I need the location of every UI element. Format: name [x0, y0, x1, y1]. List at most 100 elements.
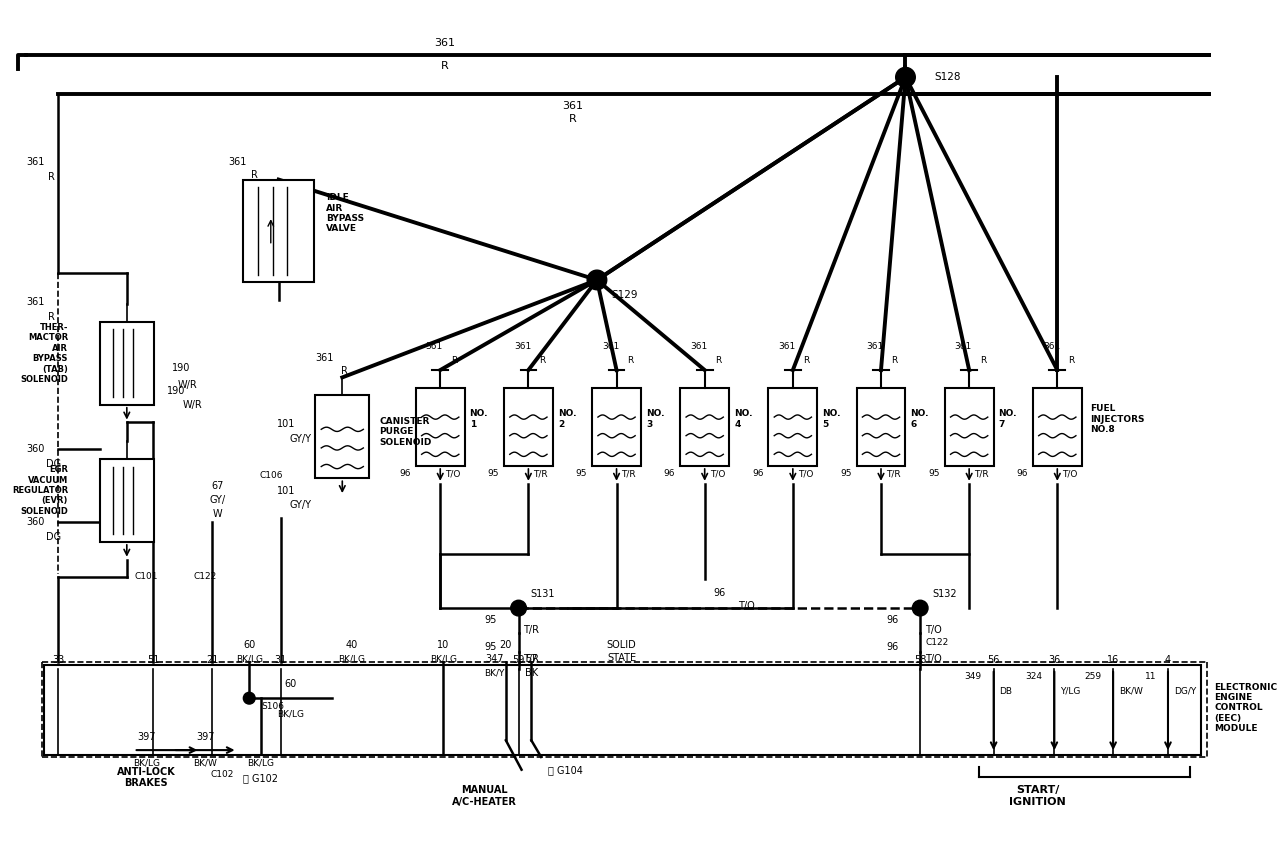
Text: ANTI-LOCK
BRAKES: ANTI-LOCK BRAKES [117, 767, 176, 788]
Text: FUEL
INJECTORS
NO.8: FUEL INJECTORS NO.8 [1089, 404, 1145, 434]
Text: 56: 56 [988, 655, 999, 665]
Text: ⏚ G104: ⏚ G104 [548, 765, 583, 775]
Bar [100, 322, 154, 405]
Text: STATE: STATE [607, 653, 637, 663]
Text: BK/LG: BK/LG [247, 759, 274, 767]
Text: R: R [539, 356, 545, 365]
Bar [1033, 387, 1082, 466]
Bar [945, 387, 994, 466]
Text: C122: C122 [925, 638, 948, 647]
Text: C102: C102 [210, 770, 234, 779]
Text: 60: 60 [243, 640, 256, 650]
Bar [680, 387, 729, 466]
Text: IDLE
AIR
BYPASS
VALVE: IDLE AIR BYPASS VALVE [325, 194, 364, 233]
Circle shape [511, 600, 526, 616]
Text: 95: 95 [928, 469, 940, 478]
Circle shape [588, 270, 607, 290]
Text: 96: 96 [400, 469, 410, 478]
Text: W: W [213, 509, 222, 519]
Text: SOLID: SOLID [607, 640, 637, 650]
Text: 349: 349 [964, 672, 983, 681]
Text: R: R [441, 61, 449, 72]
Text: BK/Y: BK/Y [484, 669, 504, 677]
Text: 361: 361 [867, 342, 883, 351]
Text: DG: DG [46, 531, 60, 541]
Bar [415, 387, 464, 466]
Text: S132: S132 [932, 589, 957, 600]
Text: R: R [451, 356, 457, 365]
Text: 361: 361 [229, 157, 247, 168]
Text: BK/LG: BK/LG [430, 654, 457, 663]
Text: R: R [804, 356, 810, 365]
Text: NO.
3: NO. 3 [646, 409, 665, 429]
Text: 57: 57 [525, 654, 538, 664]
Text: R: R [568, 115, 576, 125]
Bar [768, 387, 818, 466]
Text: 95: 95 [840, 469, 851, 478]
Text: T/R: T/R [523, 625, 540, 635]
Text: DG: DG [46, 459, 60, 469]
Bar [44, 665, 1201, 755]
Text: 16: 16 [1107, 655, 1119, 665]
Bar [100, 459, 154, 542]
Text: BK/W: BK/W [193, 759, 217, 767]
Text: T/R: T/R [534, 469, 548, 478]
Text: EGR
VACUUM
REGULATOR
(EVR)
SOLENOID: EGR VACUUM REGULATOR (EVR) SOLENOID [12, 466, 68, 516]
Text: 10: 10 [437, 640, 449, 650]
Text: 4: 4 [1165, 655, 1172, 665]
Circle shape [895, 67, 916, 87]
Text: 360: 360 [27, 517, 45, 527]
Text: GY/Y: GY/Y [289, 500, 311, 510]
Text: 96: 96 [886, 615, 899, 625]
Text: T/O: T/O [738, 601, 755, 611]
Text: 259: 259 [1084, 672, 1101, 681]
Text: Y/LG: Y/LG [1060, 687, 1080, 695]
Text: 397: 397 [138, 733, 156, 743]
Text: 67: 67 [212, 481, 224, 491]
Text: R: R [48, 172, 55, 182]
Text: 361: 361 [691, 342, 707, 351]
Text: 96: 96 [714, 589, 725, 599]
Bar [504, 387, 553, 466]
Text: THER-
MACTOR
AIR
BYPASS
(TAB)
SOLENOID: THER- MACTOR AIR BYPASS (TAB) SOLENOID [21, 323, 68, 384]
Text: 51: 51 [147, 655, 159, 665]
Circle shape [912, 600, 928, 616]
Bar [243, 179, 314, 282]
Text: C122: C122 [193, 573, 217, 581]
Text: S128: S128 [935, 72, 962, 83]
Text: 95: 95 [485, 615, 498, 625]
Text: T/R: T/R [974, 469, 989, 478]
Text: S131: S131 [530, 589, 554, 600]
Text: W/R: W/R [183, 400, 202, 410]
Text: BK/LG: BK/LG [276, 709, 303, 718]
Text: 361: 361 [27, 157, 45, 168]
Text: NO.
4: NO. 4 [734, 409, 752, 429]
Text: START/
IGNITION: START/ IGNITION [1010, 786, 1066, 807]
Text: NO.
7: NO. 7 [998, 409, 1017, 429]
Text: 31: 31 [274, 655, 287, 665]
Text: MANUAL
A/C-HEATER: MANUAL A/C-HEATER [451, 786, 517, 807]
Text: BK/LG: BK/LG [132, 759, 159, 767]
Text: T/R: T/R [523, 654, 540, 664]
Circle shape [243, 692, 255, 704]
Text: 397: 397 [195, 733, 215, 743]
Text: 95: 95 [485, 642, 498, 653]
Text: T/O: T/O [1062, 469, 1078, 478]
Text: NO.
6: NO. 6 [910, 409, 928, 429]
Text: R: R [715, 356, 721, 365]
Text: 361: 361 [1043, 342, 1060, 351]
Text: NO.
1: NO. 1 [469, 409, 489, 429]
Text: NO.
2: NO. 2 [558, 409, 576, 429]
Text: T/O: T/O [925, 625, 941, 635]
Text: 361: 361 [602, 342, 620, 351]
Text: R: R [980, 356, 986, 365]
Text: 361: 361 [27, 297, 45, 307]
Text: 96: 96 [886, 642, 899, 653]
Text: 101: 101 [278, 486, 296, 496]
Text: R: R [891, 356, 898, 365]
Text: CANISTER
PURGE
SOLENOID: CANISTER PURGE SOLENOID [379, 417, 432, 446]
Text: R: R [48, 312, 55, 322]
Text: 60: 60 [284, 679, 297, 690]
Text: 36: 36 [1048, 655, 1061, 665]
Text: BK: BK [525, 668, 538, 678]
